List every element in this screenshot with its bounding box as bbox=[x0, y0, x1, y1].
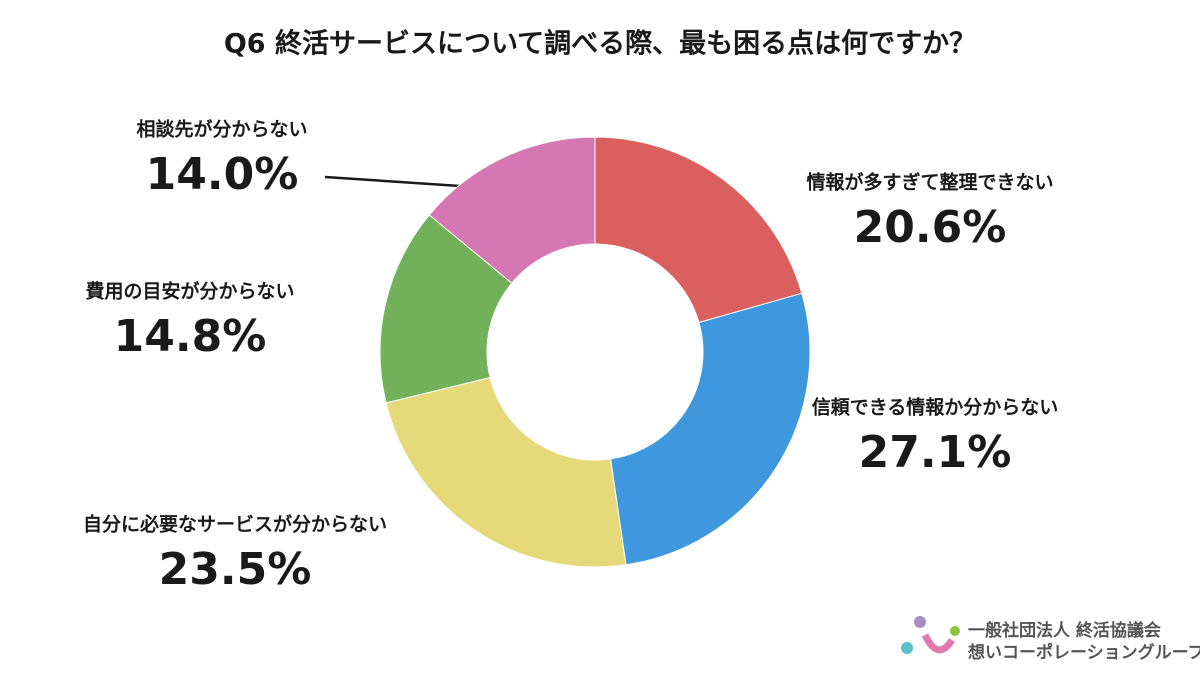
slice bbox=[609, 292, 811, 566]
category-label: 信頼できる情報か分からない bbox=[812, 396, 1059, 419]
logo: 一般社団法人 終活協議会 想いコーポレーショングループ bbox=[901, 616, 1200, 663]
category-label: 自分に必要なサービスが分からない bbox=[83, 513, 387, 536]
slice bbox=[379, 214, 513, 404]
slice bbox=[428, 136, 596, 284]
slice bbox=[594, 136, 803, 324]
slice bbox=[385, 376, 627, 568]
logo-dot bbox=[950, 626, 960, 636]
logo-dot bbox=[914, 616, 926, 628]
logo-dot bbox=[901, 642, 913, 654]
slices bbox=[379, 136, 811, 568]
logo-organization: 一般社団法人 終活協議会 bbox=[968, 620, 1161, 641]
chart-title: Q6 終活サービスについて調べる際、最も困る点は何ですか？ bbox=[224, 28, 976, 60]
value-label: 14.8% bbox=[114, 311, 267, 362]
value-label: 27.1% bbox=[859, 427, 1012, 478]
category-label: 相談先が分からない bbox=[136, 118, 307, 141]
logo-group: 想いコーポレーショングループ bbox=[968, 642, 1200, 663]
value-label: 23.5% bbox=[159, 544, 312, 595]
category-label: 情報が多すぎて整理できない bbox=[806, 171, 1053, 194]
value-label: 20.6% bbox=[854, 202, 1007, 253]
category-label: 費用の目安が分からない bbox=[85, 280, 294, 303]
logo-arc bbox=[921, 633, 955, 654]
value-label: 14.0% bbox=[146, 149, 299, 200]
leader-line bbox=[324, 175, 461, 188]
